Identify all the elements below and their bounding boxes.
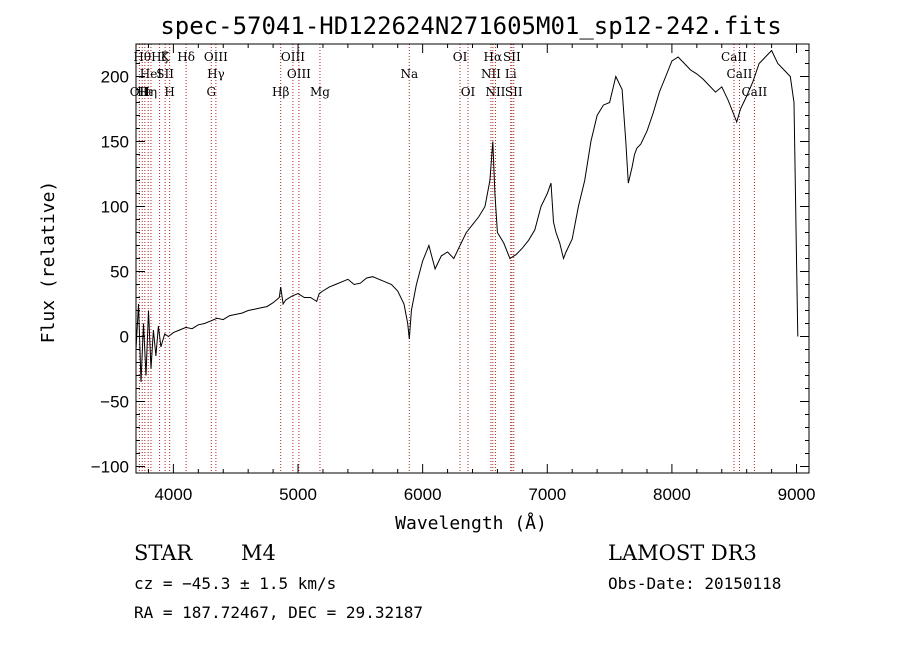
spectral-line-label: OI [461,85,476,99]
x-tick-label: 7000 [528,485,566,504]
x-tick-label: 5000 [279,485,317,504]
spectral-line-label: OIII [204,50,228,64]
object-subclass: M4 [241,541,276,565]
x-tick-label: 8000 [653,485,691,504]
observation-date: Obs-Date: 20150118 [608,574,781,593]
plot-frame [135,43,810,474]
x-axis-label: Wavelength (Å) [395,512,547,534]
spectral-line-label: Hη [139,85,157,99]
spectral-line-label: HeI [140,67,163,81]
spectral-line-label: CaII [741,85,767,99]
spectral-line-label: Hδ [177,50,195,64]
spectral-line-label: Mg [310,85,330,99]
spectral-line-label: H [164,85,174,99]
y-tick-label: 100 [101,198,129,217]
y-tick-label: −100 [91,458,129,477]
spectral-line-label: Hθ [133,50,151,64]
y-tick-label: 150 [101,133,129,152]
spectral-line-label: Hζ [151,50,168,64]
spectral-line-label: Li [505,67,517,81]
spectral-line-label: OIII [287,67,311,81]
spectral-line-label: NII [485,85,505,99]
x-tick-label: 9000 [778,485,816,504]
spectral-line-label: SII [505,85,523,99]
x-tick-label: 6000 [404,485,442,504]
spectral-line-label: CaII [721,50,747,64]
spectral-line-label: SII [503,50,521,64]
spectral-line-label: Hβ [272,85,289,99]
y-axis-ticks: −100 −50 0 50 100 150 200 [91,50,809,477]
spectral-line-label: Na [400,67,418,81]
y-tick-label: −50 [100,393,129,412]
spectral-line-label: NII [481,67,501,81]
spectral-line-label: CaII [727,67,753,81]
y-tick-label: 50 [110,263,129,282]
spectral-line-label: OII [130,85,150,99]
y-tick-label: 200 [101,68,129,87]
spectral-line-label: Hι [137,85,152,99]
x-tick-label: 4000 [154,485,192,504]
y-axis-label: Flux (relative) [38,181,59,344]
spectral-line-label: Hγ [207,67,225,81]
y-tick-label: 0 [120,328,129,347]
spectral-line-label: OIII [281,50,305,64]
spectral-line-label: G [206,85,216,99]
spectral-line-label: OI [453,50,468,64]
chart-title: spec-57041-HD122624N271605M01_sp12-242.f… [160,12,781,40]
x-axis-ticks: 4000 5000 6000 7000 8000 9000 [147,44,816,504]
object-type: STAR [134,541,193,565]
redshift-readout: cz = −45.3 ± 1.5 km/s [134,574,336,593]
spectrum-series-flux [135,49,799,383]
coordinates-readout: RA = 187.72467, DEC = 29.32187 [134,603,423,622]
spectral-line-label: K [161,50,171,64]
survey-name: LAMOST DR3 [608,541,757,565]
spectral-line-markers [138,44,755,473]
spectral-line-label: SII [156,67,174,81]
spectral-line-label: Hα [484,50,503,64]
